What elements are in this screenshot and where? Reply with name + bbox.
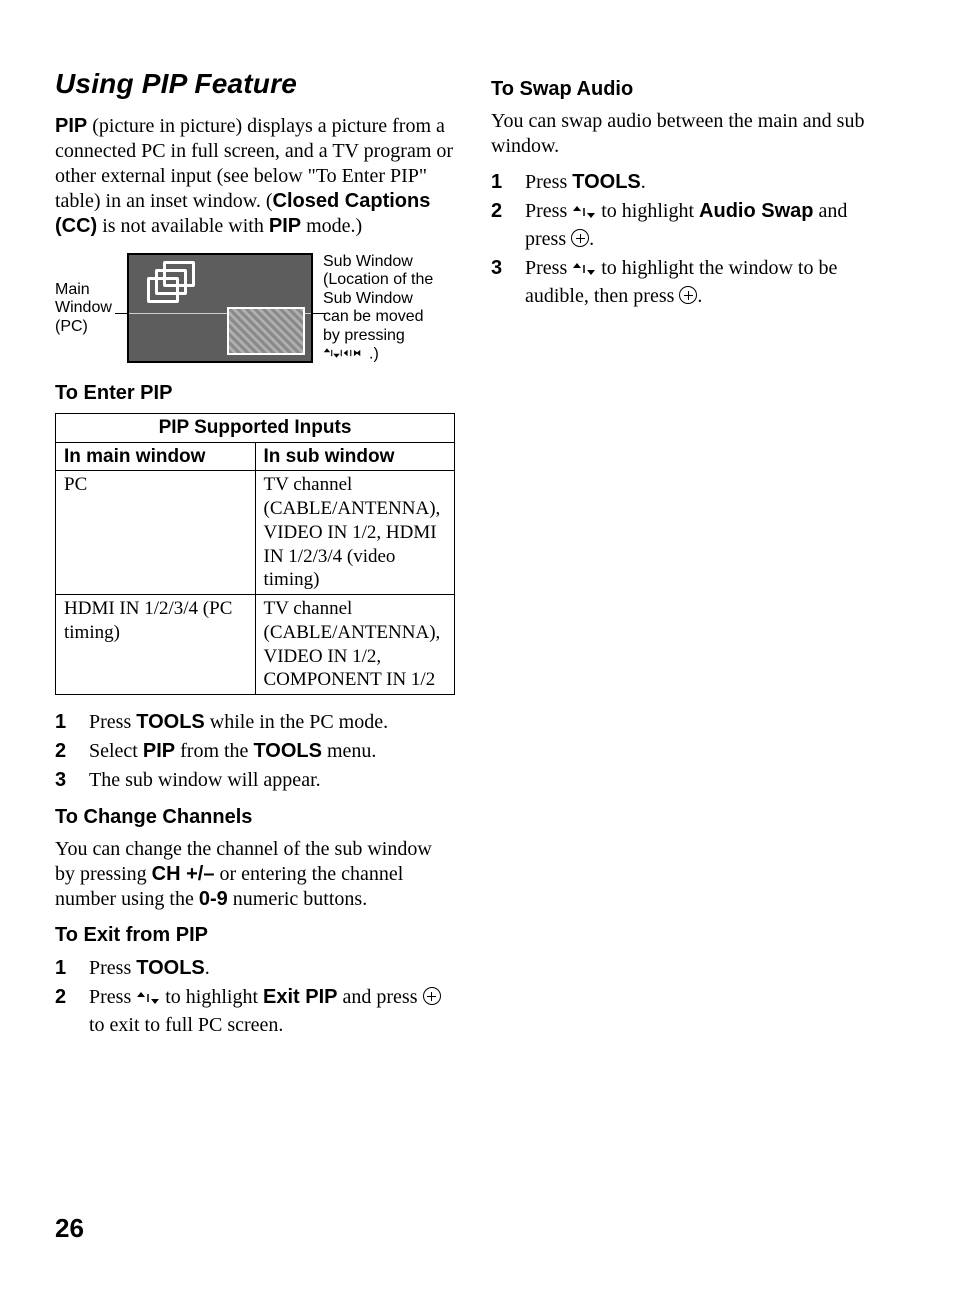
list-item: 1 Press TOOLS. <box>55 955 455 982</box>
pip-label: PIP <box>55 115 87 137</box>
up-down-arrow-icon <box>572 198 596 225</box>
step-number: 2 <box>491 198 511 225</box>
pip-inputs-table: PIP Supported Inputs In main window In s… <box>55 413 455 695</box>
window-stack-icon <box>147 261 201 315</box>
exit-pip-steps: 1 Press TOOLS. 2 Press to highlight Exit… <box>55 955 455 1039</box>
diagram-sub-window <box>227 307 305 355</box>
pip-label-2: PIP <box>269 215 301 237</box>
table-cell: TV channel (CABLE/ANTENNA), VIDEO IN 1/2… <box>255 595 455 695</box>
enter-icon <box>423 987 441 1005</box>
change-channels-text: You can change the channel of the sub wi… <box>55 837 455 912</box>
intro-paragraph: PIP (picture in picture) displays a pict… <box>55 114 455 239</box>
list-item: 2 Press to highlight Audio Swap and pres… <box>491 198 891 253</box>
enter-pip-heading: To Enter PIP <box>55 382 455 405</box>
diagram-tv-box <box>127 253 313 363</box>
four-way-arrow-icon <box>323 344 369 362</box>
swap-audio-heading: To Swap Audio <box>491 78 891 101</box>
swap-audio-steps: 1 Press TOOLS. 2 Press to highlight Audi… <box>491 169 891 310</box>
enter-icon <box>679 286 697 304</box>
exit-pip-heading: To Exit from PIP <box>55 924 455 947</box>
diagram-sub-window-label: Sub Window (Location of the Sub Window c… <box>323 253 437 364</box>
change-channels-heading: To Change Channels <box>55 806 455 829</box>
pip-diagram: Main Window (PC) Sub Window (Location of… <box>55 253 455 364</box>
sub-window-label-line2: (Location of the Sub Window can be moved… <box>323 271 433 343</box>
sub-window-label-suffix: .) <box>369 345 379 362</box>
enter-pip-steps: 1 Press TOOLS while in the PC mode. 2 Se… <box>55 709 455 794</box>
table-cell: HDMI IN 1/2/3/4 (PC timing) <box>56 595 256 695</box>
step-number: 3 <box>55 767 75 794</box>
page-number: 26 <box>55 1213 84 1244</box>
table-row: HDMI IN 1/2/3/4 (PC timing) TV channel (… <box>56 595 455 695</box>
list-item: 3 The sub window will appear. <box>55 767 455 794</box>
list-item: 1 Press TOOLS while in the PC mode. <box>55 709 455 736</box>
step-number: 1 <box>55 955 75 982</box>
step-number: 2 <box>55 984 75 1011</box>
table-cell: TV channel (CABLE/ANTENNA), VIDEO IN 1/2… <box>255 471 455 595</box>
step-number: 3 <box>491 255 511 282</box>
table-cell: PC <box>56 471 256 595</box>
table-header-sub: In sub window <box>255 442 455 471</box>
table-row: PC TV channel (CABLE/ANTENNA), VIDEO IN … <box>56 471 455 595</box>
table-header-main: In main window <box>56 442 256 471</box>
section-title: Using PIP Feature <box>55 68 455 100</box>
intro-text-2: is not available with <box>97 215 269 237</box>
up-down-arrow-icon <box>572 255 596 282</box>
list-item: 2 Select PIP from the TOOLS menu. <box>55 738 455 765</box>
diagram-main-window-label: Main Window (PC) <box>55 281 117 336</box>
list-item: 2 Press to highlight Exit PIP and press … <box>55 984 455 1039</box>
list-item: 3 Press to highlight the window to be au… <box>491 255 891 310</box>
intro-text-3: mode.) <box>301 215 362 237</box>
swap-audio-intro: You can swap audio between the main and … <box>491 109 891 159</box>
up-down-arrow-icon <box>136 984 160 1011</box>
enter-icon <box>571 229 589 247</box>
table-caption: PIP Supported Inputs <box>56 413 455 442</box>
list-item: 1 Press TOOLS. <box>491 169 891 196</box>
sub-window-label-line1: Sub Window <box>323 253 413 270</box>
step-number: 1 <box>491 169 511 196</box>
step-number: 2 <box>55 738 75 765</box>
step-number: 1 <box>55 709 75 736</box>
